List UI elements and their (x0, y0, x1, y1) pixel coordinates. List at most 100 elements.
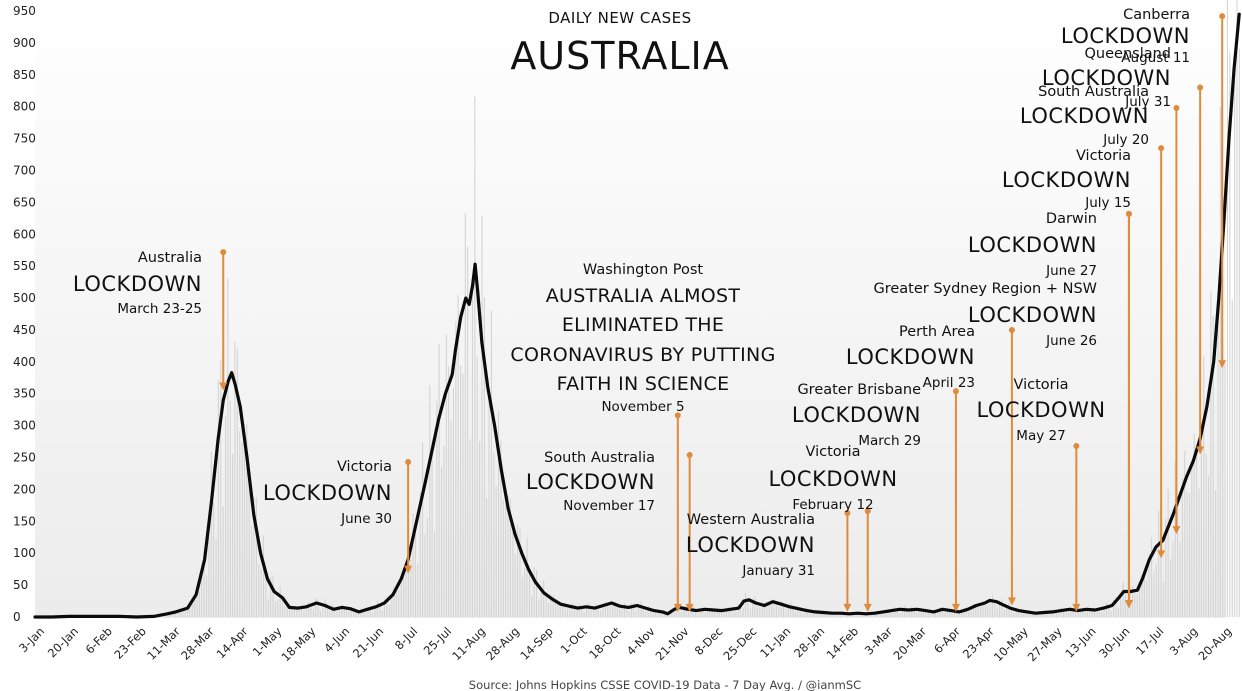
daily-bar (1046, 611, 1048, 617)
daily-bar (179, 612, 181, 617)
daily-bar (198, 591, 200, 617)
daily-bar (1075, 612, 1077, 617)
annotation-lockdown: LOCKDOWN (846, 345, 975, 369)
daily-bar (1060, 607, 1062, 617)
daily-bar (820, 612, 822, 617)
daily-bar (920, 608, 922, 617)
annotation-date: May 27 (1016, 428, 1065, 444)
daily-bar (939, 607, 941, 617)
daily-bar (191, 600, 193, 617)
daily-bar (241, 442, 243, 617)
daily-bar (545, 595, 547, 617)
daily-bar (650, 607, 652, 617)
annotation-lockdown: LOCKDOWN (768, 467, 897, 491)
x-tick-label: 20-Aug (1195, 624, 1234, 663)
annotation-date: January 31 (741, 563, 815, 579)
daily-bar (265, 568, 267, 617)
x-tick-label: 25-Dec (721, 624, 760, 663)
annotation-lockdown: LOCKDOWN (792, 403, 921, 427)
daily-bar (574, 610, 576, 617)
annotation-place: Victoria (1013, 377, 1068, 393)
daily-bar (733, 612, 735, 617)
daily-bar (1051, 611, 1053, 617)
daily-bar (702, 607, 704, 617)
daily-bar (754, 596, 756, 617)
daily-bar (405, 561, 407, 617)
daily-bar (514, 553, 516, 617)
daily-bar (315, 598, 317, 617)
daily-bar (1174, 461, 1176, 617)
annotation-arrow (843, 510, 852, 612)
daily-bar (1058, 613, 1060, 617)
daily-bar (963, 608, 965, 617)
daily-bar (1122, 582, 1124, 617)
daily-bar (355, 612, 357, 617)
daily-bar (1067, 609, 1069, 617)
daily-bar (538, 600, 540, 617)
daily-bar (673, 610, 675, 617)
annotation-place: South Australia (544, 450, 655, 466)
daily-bar (277, 599, 279, 617)
annotation-date: March 29 (858, 433, 921, 449)
daily-bar (1200, 427, 1202, 617)
daily-bar (486, 498, 488, 617)
daily-bar (476, 357, 478, 617)
daily-bar (327, 609, 329, 617)
headline-source: Washington Post (583, 262, 703, 278)
daily-bar (726, 611, 728, 617)
daily-bar (381, 610, 383, 617)
daily-bar (1029, 613, 1031, 617)
daily-bar (1094, 611, 1096, 617)
daily-bar (721, 609, 723, 617)
daily-bar (262, 535, 264, 617)
daily-bar (293, 609, 295, 617)
annotation-arrow (1196, 84, 1205, 455)
daily-bar (232, 454, 234, 617)
daily-bar (839, 613, 841, 617)
daily-bar (697, 613, 699, 617)
daily-bar (329, 611, 331, 617)
daily-bar (1103, 609, 1105, 617)
daily-bar (403, 568, 405, 617)
daily-bar (1146, 580, 1148, 617)
headline-date: November 5 (601, 399, 684, 415)
daily-bar (1177, 499, 1179, 617)
daily-bar (291, 608, 293, 617)
daily-bar (445, 334, 447, 617)
daily-bar (1155, 564, 1157, 617)
y-tick-label: 950 (13, 4, 36, 18)
daily-bar (163, 615, 165, 617)
daily-bar (552, 595, 554, 617)
daily-bar (208, 537, 210, 617)
daily-bar (488, 389, 490, 617)
daily-bar (346, 609, 348, 617)
y-tick-label: 800 (13, 100, 36, 114)
annotation-lockdown: LOCKDOWN (263, 481, 392, 505)
daily-bar (699, 608, 701, 617)
daily-bar (904, 605, 906, 617)
daily-bar (550, 594, 552, 617)
annotation-date: February 12 (792, 497, 873, 513)
daily-bar (410, 559, 412, 617)
daily-bar (669, 612, 671, 617)
daily-bar (837, 614, 839, 617)
daily-bar (1070, 606, 1072, 617)
daily-bar (1170, 559, 1172, 617)
daily-bar (1143, 577, 1145, 617)
daily-bar (251, 525, 253, 617)
daily-bar (1065, 613, 1067, 617)
daily-bar (968, 612, 970, 617)
annotation-lockdown: LOCKDOWN (1061, 24, 1190, 48)
daily-bar (752, 599, 754, 617)
daily-bar (187, 609, 189, 617)
x-tick-label: 11-Aug (449, 624, 488, 663)
daily-bar (388, 604, 390, 617)
daily-bar (177, 612, 179, 617)
daily-bar (949, 608, 951, 617)
annotation-arrow (1007, 326, 1016, 606)
daily-bar (471, 291, 473, 617)
daily-bar (1203, 356, 1205, 617)
